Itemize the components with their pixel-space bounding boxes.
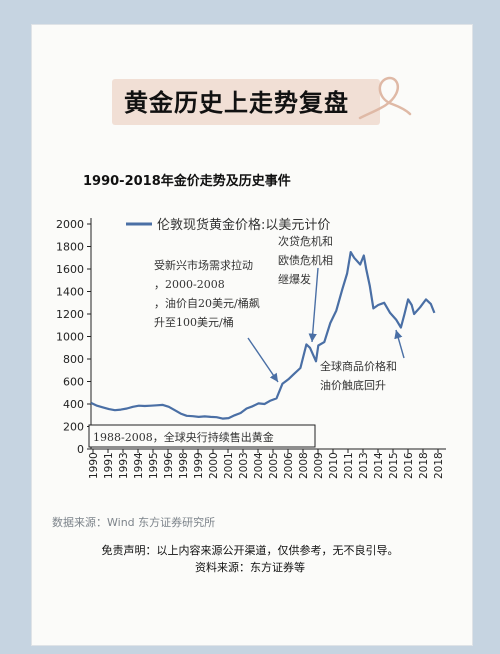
- arrow-annotation-2: [308, 267, 319, 343]
- annotation-debt-crisis: 继爆发: [278, 272, 311, 286]
- x-tick-label: 1995: [148, 452, 160, 479]
- y-tick-label: 600: [63, 376, 84, 389]
- y-tick-label: 800: [63, 353, 84, 366]
- annotation-emerging-demand: ，2000-2008: [154, 278, 225, 291]
- x-tick-label: 2004: [253, 452, 265, 479]
- title-highlight: [112, 79, 380, 125]
- annotation-emerging-demand: ，油价自20美元/桶飙: [154, 296, 260, 310]
- y-tick-label: 400: [63, 398, 84, 411]
- x-tick-label: 2003: [238, 452, 250, 479]
- x-tick-label: 2009: [313, 452, 325, 479]
- x-tick-label: 1999: [193, 452, 205, 479]
- source-note: 数据来源：Wind 东方证券研究所: [52, 516, 216, 529]
- x-tick-label: 1993: [118, 452, 130, 479]
- x-tick-label: 2016: [403, 452, 415, 479]
- x-tick-label: 1998: [178, 452, 190, 479]
- x-tick-label: 1994: [133, 452, 145, 479]
- annotation-emerging-demand: 升至100美元/桶: [154, 315, 234, 329]
- annotation-central-bank-sales: 1988-2008，全球央行持续售出黄金: [93, 430, 274, 444]
- series-line-gold-price: [90, 251, 436, 420]
- annotation-commodity-rebound: 全球商品价格和: [320, 359, 397, 373]
- x-tick-label: 2014: [373, 452, 385, 479]
- y-tick-label: 2000: [56, 218, 84, 231]
- page-title: 黄金历史上走势复盘: [124, 89, 349, 117]
- x-tick-label: 2011: [343, 452, 355, 479]
- x-tick-label: 2015: [388, 452, 400, 479]
- annotation-box: [88, 424, 316, 448]
- x-tick-label: 1991: [103, 452, 115, 479]
- x-tick-label: 2010: [328, 452, 340, 479]
- x-tick-label: 2018: [433, 452, 445, 479]
- x-tick-label: 1990: [88, 452, 100, 479]
- x-tick-label: 2018: [418, 452, 430, 479]
- credit-text: 资料来源：东方证券等: [195, 561, 305, 574]
- x-tick-label: 1996: [163, 452, 175, 479]
- x-tick-label: 2005: [268, 452, 280, 479]
- chart-title: 1990-2018年金价走势及历史事件: [83, 174, 291, 189]
- annotation-emerging-demand: 受新兴市场需求拉动: [154, 258, 253, 272]
- x-tick-label: 2000: [208, 452, 220, 479]
- x-tick-label: 2008: [298, 452, 310, 479]
- annotation-commodity-rebound: 油价触底回升: [320, 378, 386, 392]
- y-tick-label: 1400: [56, 286, 84, 299]
- y-tick-label: 1600: [56, 263, 84, 276]
- y-tick-label: 1200: [56, 308, 84, 321]
- y-tick-label: 1800: [56, 241, 84, 254]
- gold-price-chart: 0200400600800100012001400160018002000199…: [56, 217, 446, 479]
- disclaimer-text: 免责声明：以上内容来源公开渠道，仅供参考，无不良引导。: [101, 544, 399, 557]
- x-tick-label: 2001: [223, 452, 235, 479]
- x-tick-label: 2006: [283, 452, 295, 479]
- arrow-annotation-3: [394, 329, 405, 359]
- annotation-debt-crisis: 次贷危机和: [278, 234, 333, 248]
- annotation-debt-crisis: 欧债危机相: [278, 253, 333, 267]
- legend-label: 伦敦现货黄金价格:以美元计价: [157, 217, 330, 233]
- y-tick-label: 200: [63, 421, 84, 434]
- ribbon-loop-icon: [358, 76, 412, 120]
- y-tick-label: 1000: [56, 331, 84, 344]
- y-tick-label: 0: [77, 443, 84, 456]
- arrow-annotation-1: [247, 337, 279, 383]
- x-tick-label: 2013: [358, 452, 370, 479]
